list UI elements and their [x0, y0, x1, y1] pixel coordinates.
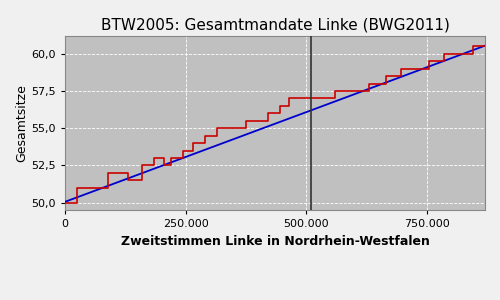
- X-axis label: Zweitstimmen Linke in Nordrhein-Westfalen: Zweitstimmen Linke in Nordrhein-Westfale…: [120, 235, 430, 248]
- Title: BTW2005: Gesamtmandate Linke (BWG2011): BTW2005: Gesamtmandate Linke (BWG2011): [100, 17, 450, 32]
- Y-axis label: Gesamtsitze: Gesamtsitze: [16, 84, 28, 162]
